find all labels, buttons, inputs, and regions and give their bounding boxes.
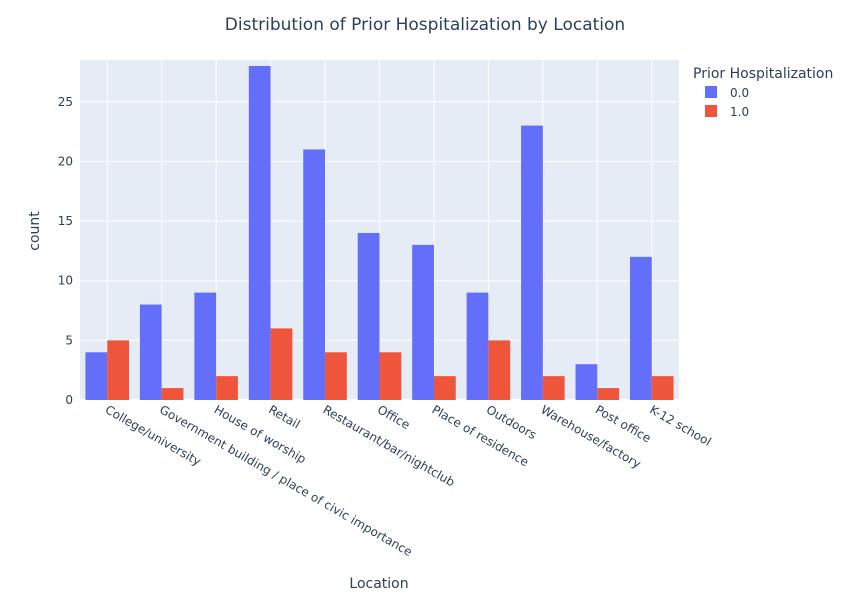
x-tick-label: K-12 school	[647, 402, 713, 448]
y-tick-label: 15	[58, 214, 73, 228]
bar-0-0-5[interactable]	[357, 232, 380, 400]
legend-title: Prior Hospitalization	[693, 66, 833, 82]
y-tick-label: 25	[58, 95, 73, 109]
y-tick-label: 5	[65, 333, 73, 347]
bar-1-0-8[interactable]	[542, 376, 565, 400]
legend-label[interactable]: 1.0	[730, 105, 749, 119]
bar-1-0-3[interactable]	[270, 328, 293, 400]
chart-title: Distribution of Prior Hospitalization by…	[225, 15, 625, 35]
x-tick-label: Retail	[266, 402, 302, 431]
bar-1-0-9[interactable]	[597, 388, 620, 400]
legend-swatch[interactable]	[705, 86, 717, 98]
y-tick-label: 0	[65, 393, 73, 407]
x-tick-label: Place of residence	[429, 402, 531, 469]
y-tick-labels: 0 5 10 15 20 25	[58, 95, 73, 407]
legend-swatch[interactable]	[705, 105, 717, 117]
bar-0-0-9[interactable]	[575, 364, 598, 400]
bar-1-0-7[interactable]	[488, 340, 511, 400]
bar-1-0-0[interactable]	[107, 340, 130, 400]
x-tick-label: Warehouse/factory	[538, 402, 643, 471]
x-tick-label: Office	[375, 402, 412, 432]
y-tick-label: 20	[58, 154, 73, 168]
bar-1-0-2[interactable]	[216, 376, 238, 400]
bar-0-0-0[interactable]	[85, 352, 108, 400]
bar-1-0-4[interactable]	[325, 352, 347, 400]
bar-1-0-1[interactable]	[161, 388, 184, 400]
bar-0-0-4[interactable]	[303, 149, 326, 400]
legend-label[interactable]: 0.0	[730, 86, 749, 100]
bar-0-0-3[interactable]	[248, 65, 271, 401]
bar-1-0-6[interactable]	[433, 376, 456, 400]
bar-0-0-7[interactable]	[466, 292, 489, 400]
x-axis-title: Location	[349, 576, 408, 592]
bar-0-0-2[interactable]	[194, 292, 217, 400]
bar-0-0-8[interactable]	[521, 125, 543, 400]
bar-0-0-6[interactable]	[412, 244, 434, 400]
bars-group	[85, 65, 674, 401]
y-axis-title: count	[27, 211, 43, 251]
y-tick-label: 10	[58, 274, 73, 288]
bar-0-0-10[interactable]	[629, 256, 652, 400]
bar-0-0-1[interactable]	[139, 304, 162, 400]
bar-1-0-10[interactable]	[651, 376, 674, 400]
x-tick-label: College/university	[103, 402, 204, 468]
bar-1-0-5[interactable]	[379, 352, 402, 400]
legend: Prior Hospitalization 0.0 1.0	[693, 66, 833, 119]
